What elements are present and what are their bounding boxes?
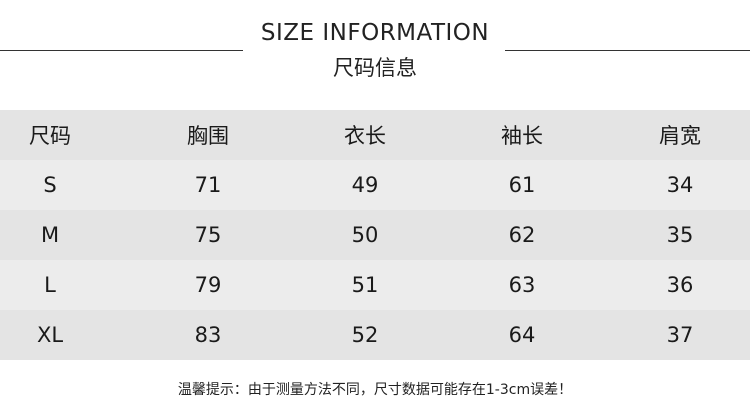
column-header-shoulder: 肩宽: [659, 124, 701, 148]
column-header-chest: 胸围: [187, 124, 229, 148]
table-cell: 83: [194, 323, 222, 347]
table-cell: 79: [194, 273, 222, 297]
table-cell: L: [44, 273, 56, 297]
page-title: SIZE INFORMATION: [260, 20, 490, 46]
size-table: 尺码 胸围 衣长 袖长 肩宽 S 71 49 61 34 M 75 50 62 35 L 79 51 63…: [0, 110, 750, 360]
table-header-row: 尺码 胸围 衣长 袖长 肩宽: [0, 110, 750, 160]
table-cell: 36: [666, 273, 694, 297]
title-divider-left: [0, 50, 243, 51]
title-divider-right: [505, 50, 750, 51]
table-cell: 35: [666, 223, 694, 247]
table-row: M 75 50 62 35: [0, 210, 750, 260]
table-cell: 62: [508, 223, 536, 247]
column-header-length: 衣长: [344, 124, 386, 148]
table-cell: 49: [351, 173, 379, 197]
table-cell: 50: [351, 223, 379, 247]
table-cell: 37: [666, 323, 694, 347]
table-row: L 79 51 63 36: [0, 260, 750, 310]
table-cell: 71: [194, 173, 222, 197]
measurement-note: 温馨提示：由于测量方法不同，尺寸数据可能存在1-3cm误差！: [177, 382, 573, 398]
column-header-size: 尺码: [29, 124, 71, 148]
table-cell: XL: [36, 323, 64, 347]
column-header-sleeve: 袖长: [501, 124, 543, 148]
table-row: S 71 49 61 34: [0, 160, 750, 210]
table-cell: S: [43, 173, 57, 197]
table-cell: M: [40, 223, 60, 247]
table-cell: 63: [508, 273, 536, 297]
table-cell: 75: [194, 223, 222, 247]
table-cell: 51: [351, 273, 379, 297]
table-row: XL 83 52 64 37: [0, 310, 750, 360]
table-cell: 64: [508, 323, 536, 347]
page-subtitle: 尺码信息: [333, 56, 417, 80]
table-cell: 34: [666, 173, 694, 197]
table-cell: 61: [508, 173, 536, 197]
table-cell: 52: [351, 323, 379, 347]
